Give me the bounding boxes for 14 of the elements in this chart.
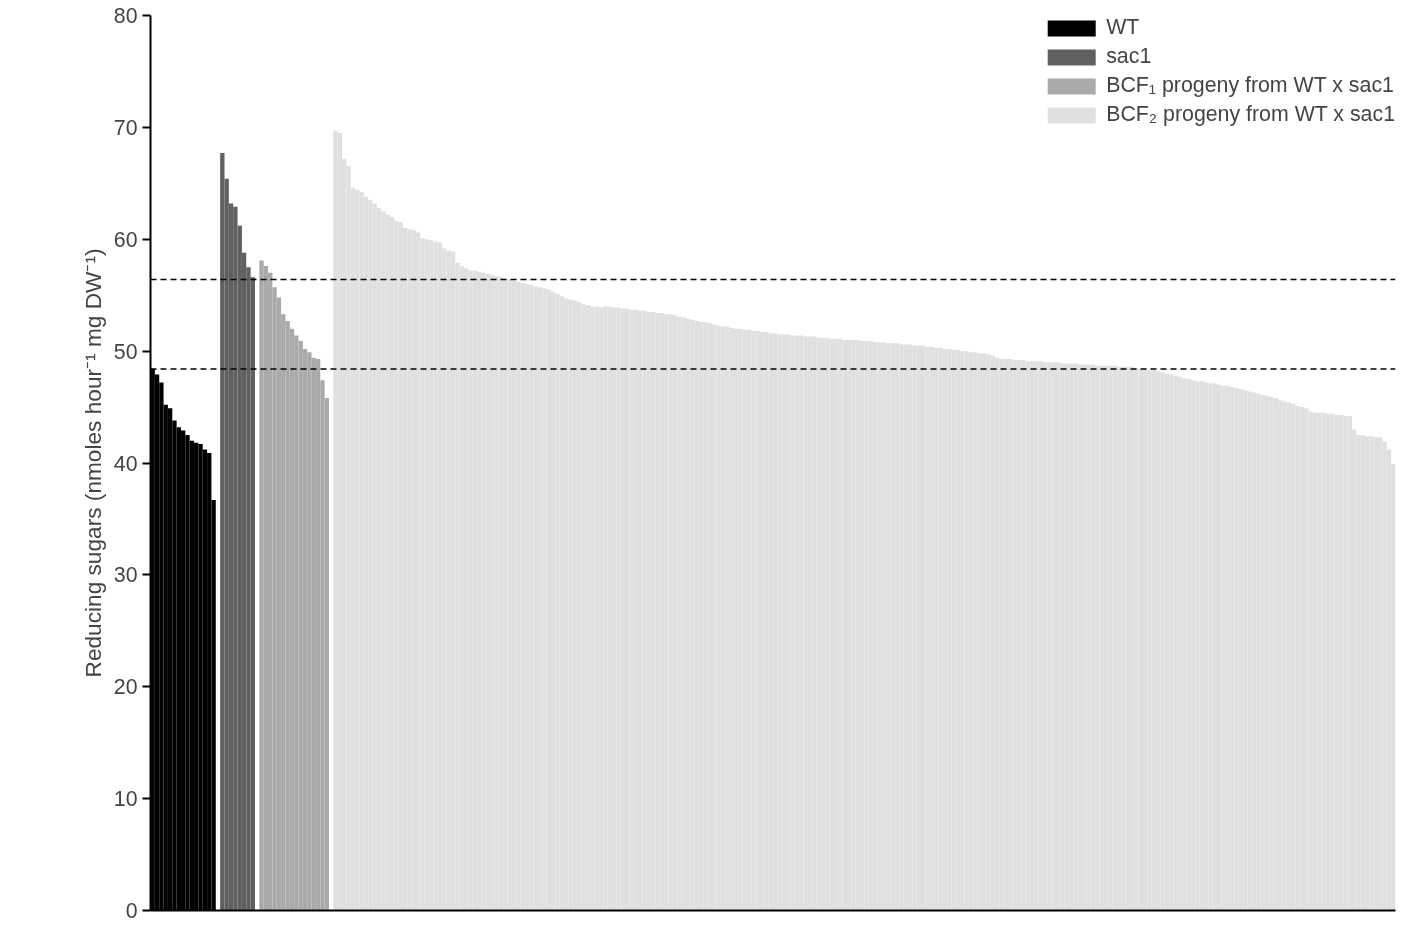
y-tick-label: 30 xyxy=(113,563,138,588)
y-tick-label: 70 xyxy=(113,115,138,140)
y-tick-label: 20 xyxy=(113,675,138,700)
y-tick-label: 40 xyxy=(113,451,138,476)
y-axis-title: Reducing sugars (nmoles hour⁻¹ mg DW⁻¹) xyxy=(79,248,106,678)
y-tick-label: 60 xyxy=(113,227,138,252)
y-tick-label: 50 xyxy=(113,339,138,364)
y-tick-label: 0 xyxy=(125,899,138,923)
legend-label: BCF₂ progeny from WT x sac1 xyxy=(1106,102,1395,127)
y-tick-label: 80 xyxy=(113,4,138,28)
legend-label: sac1 xyxy=(1106,44,1152,69)
y-tick-label: 10 xyxy=(113,787,138,812)
legend-label: WT xyxy=(1106,15,1140,40)
legend-label: BCF₁ progeny from WT x sac1 xyxy=(1106,73,1394,98)
